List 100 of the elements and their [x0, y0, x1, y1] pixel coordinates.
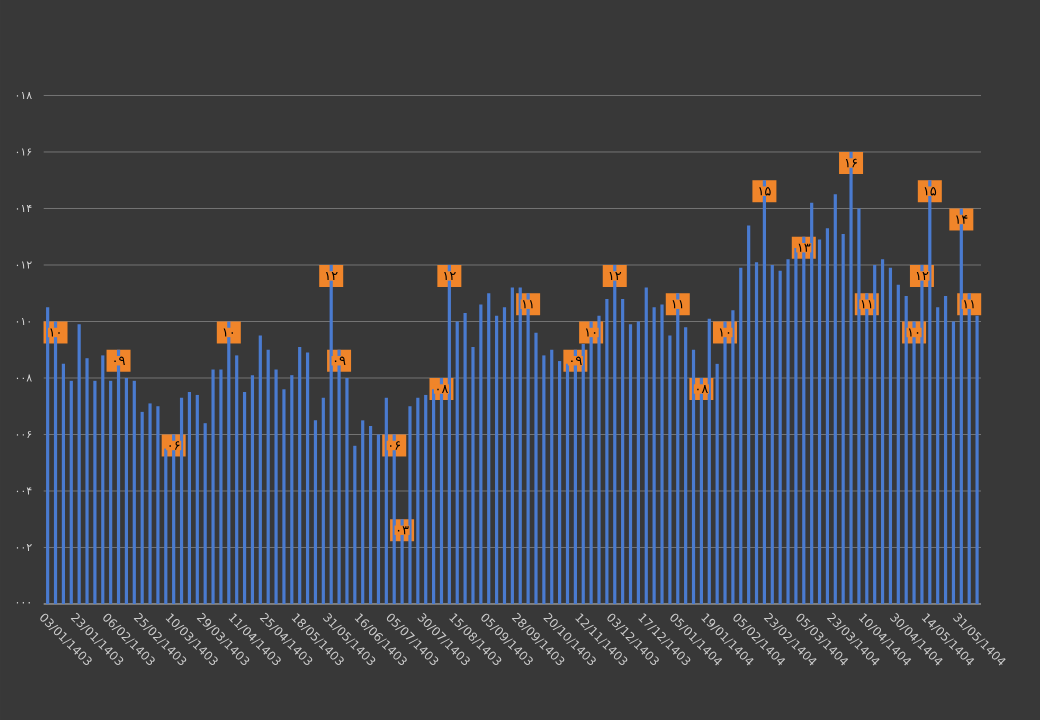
data-label: ۰۶ [169, 441, 180, 450]
bar [628, 324, 633, 604]
bar [298, 346, 302, 604]
y-tick-label: ۰۱۶ [16, 148, 32, 156]
bar [69, 380, 73, 604]
bar [61, 363, 65, 604]
bar [707, 318, 711, 604]
bar [684, 327, 688, 604]
bar [841, 233, 845, 604]
bar [282, 389, 286, 604]
bar [361, 420, 365, 604]
data-label: ۱۰ [50, 328, 60, 337]
y-tick-label: ۰۰۲ [16, 544, 32, 551]
data-label: ۱۶ [845, 158, 857, 168]
bar [408, 406, 412, 604]
bar [258, 335, 262, 604]
data-label: ۱۱ [522, 300, 533, 309]
bar [747, 225, 751, 604]
bar [368, 426, 373, 604]
y-tick-label: ۰۰۰ [16, 602, 30, 604]
data-label: ۰۹ [114, 356, 125, 365]
bar [668, 335, 672, 604]
data-label: ۰۸ [697, 384, 708, 394]
bar [313, 420, 318, 604]
bar [605, 298, 609, 604]
data-label: ۱۲ [326, 271, 338, 281]
data-label: ۱۲ [444, 271, 456, 281]
bar [305, 352, 310, 604]
bar [510, 287, 514, 604]
bar [109, 380, 113, 604]
y-tick-label: ۰۰۴ [16, 487, 32, 495]
bar [715, 363, 719, 604]
y-tick-label: ۰۱۴ [16, 204, 32, 213]
bar [242, 392, 247, 604]
bar [195, 394, 199, 604]
bar [888, 267, 893, 604]
bar [235, 355, 239, 604]
data-label: ۰۹ [571, 356, 582, 365]
bar [896, 284, 900, 604]
bar [148, 403, 152, 604]
data-label: ۱۰ [223, 328, 233, 337]
bar [731, 310, 735, 604]
bar [479, 304, 483, 604]
bar [46, 307, 50, 604]
bar [770, 264, 774, 604]
bar [621, 298, 625, 604]
bar [558, 361, 562, 604]
bar [660, 304, 664, 604]
bar [471, 346, 475, 604]
y-tick-label: ۰۱۸ [16, 92, 32, 99]
data-label: ۱۰ [585, 328, 596, 337]
bar [179, 397, 184, 604]
bar [857, 208, 861, 604]
y-tick-label: ۰۱۰ [16, 318, 30, 325]
bar [321, 397, 325, 604]
bar [345, 377, 349, 604]
bar [739, 267, 743, 604]
bar [652, 307, 656, 604]
data-label: ۱۵ [759, 187, 771, 196]
bar [211, 369, 215, 604]
bar [754, 262, 759, 604]
bar [597, 315, 601, 604]
bar [353, 445, 357, 604]
bar [833, 194, 837, 604]
data-label: ۰۹ [334, 356, 346, 365]
bar [904, 296, 908, 604]
bar [77, 324, 81, 604]
y-tick-label: ۰۰۶ [16, 430, 32, 438]
bar [873, 264, 877, 604]
bar [810, 202, 814, 604]
data-label: ۰۸ [437, 384, 449, 394]
bar [416, 397, 420, 604]
bar [542, 355, 546, 604]
bar [432, 389, 436, 604]
bar [266, 349, 270, 604]
bar [794, 248, 798, 604]
bar [581, 344, 585, 604]
bar [219, 369, 223, 604]
bar [518, 287, 522, 604]
bar [786, 259, 790, 604]
bar [975, 315, 979, 604]
bar [187, 392, 192, 604]
bar [951, 321, 956, 604]
bar [936, 307, 940, 604]
y-tick-label: ۰۰۸ [16, 374, 32, 382]
bar [376, 434, 381, 604]
bar [424, 394, 428, 604]
bar [101, 355, 105, 604]
bar [85, 358, 89, 604]
data-label: ۱۰ [719, 328, 730, 337]
data-label: ۱۱ [964, 300, 974, 309]
bar [290, 375, 294, 604]
data-label: ۱۱ [861, 300, 872, 309]
bar [124, 377, 129, 604]
bar [455, 321, 459, 604]
bar [550, 349, 554, 604]
bar [93, 380, 97, 604]
bar [132, 380, 136, 604]
data-label: ۱۱ [672, 300, 683, 309]
bar [164, 448, 168, 604]
